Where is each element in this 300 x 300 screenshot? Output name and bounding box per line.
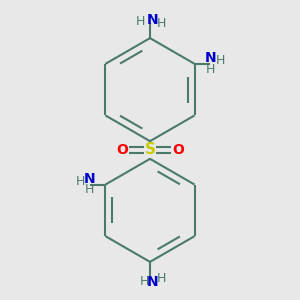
Text: H: H: [136, 15, 145, 28]
Text: O: O: [116, 143, 128, 157]
Text: O: O: [172, 143, 184, 157]
Text: S: S: [145, 142, 155, 158]
Text: H: H: [157, 17, 166, 31]
Text: N: N: [147, 275, 159, 289]
Text: H: H: [85, 183, 94, 196]
Text: N: N: [84, 172, 96, 186]
Text: H: H: [215, 54, 225, 68]
Text: H: H: [206, 63, 215, 76]
Text: H: H: [75, 175, 85, 188]
Text: N: N: [146, 13, 158, 27]
Text: H: H: [140, 275, 149, 288]
Text: N: N: [204, 51, 216, 65]
Text: H: H: [157, 272, 167, 286]
